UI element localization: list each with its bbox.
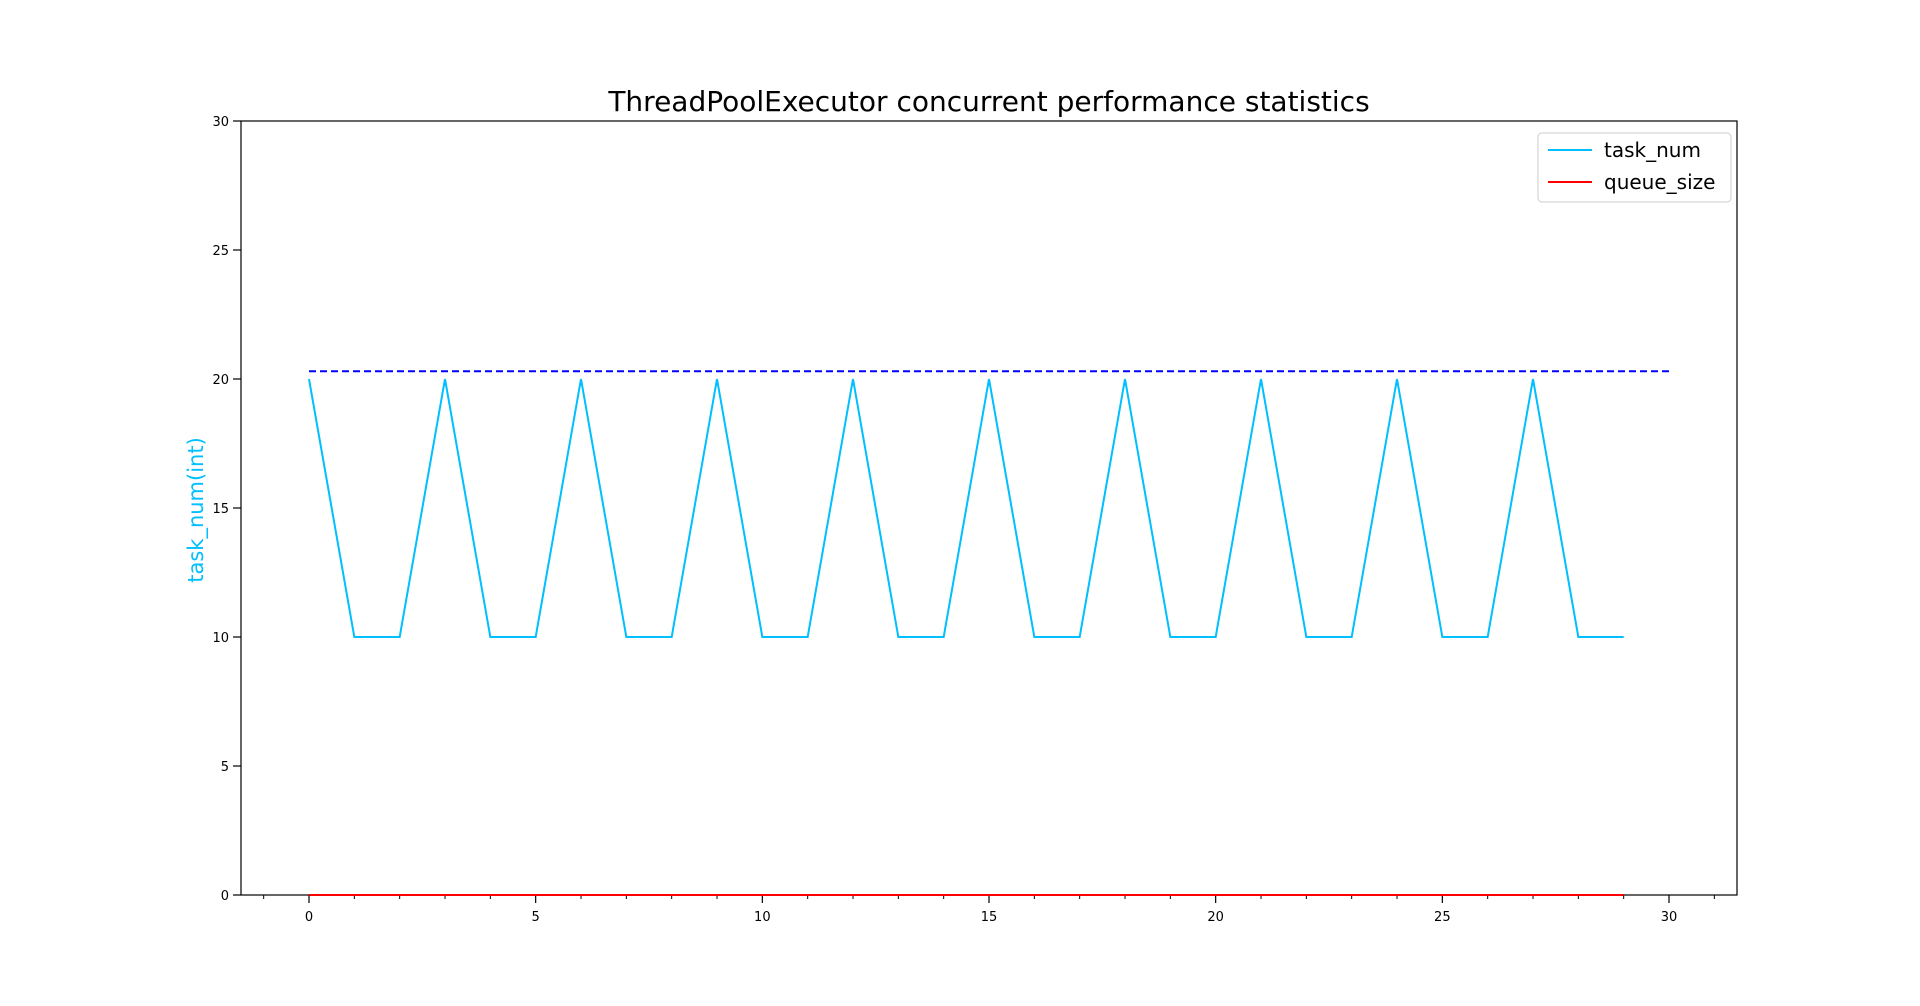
y-tick-label: 0: [221, 889, 229, 904]
legend-label: task_num: [1604, 138, 1701, 162]
x-tick-label: 30: [1661, 910, 1678, 925]
series-line-task-num: [308, 378, 1624, 638]
x-tick-label: 10: [754, 910, 771, 925]
x-tick-label: 20: [1207, 910, 1224, 925]
y-tick-label: 15: [212, 502, 229, 517]
y-tick-label: 10: [212, 631, 229, 646]
y-tick-label: 25: [212, 244, 229, 259]
x-tick-label: 5: [532, 910, 540, 925]
x-tick-label: 25: [1434, 910, 1451, 925]
y-tick-label: 20: [212, 373, 229, 388]
chart-title: ThreadPoolExecutor concurrent performanc…: [607, 85, 1369, 118]
y-tick-label: 30: [212, 115, 229, 130]
y-axis-label: task_num(int): [184, 437, 209, 583]
x-tick-label: 0: [305, 910, 313, 925]
x-tick-label: 15: [981, 910, 998, 925]
plot-area: 0 5 10 15 20 25 30 0 5 10 15 20 25 30 task_num queue_si…: [212, 115, 1738, 925]
y-tick-label: 5: [221, 760, 229, 775]
legend-label: queue_size: [1604, 170, 1715, 194]
